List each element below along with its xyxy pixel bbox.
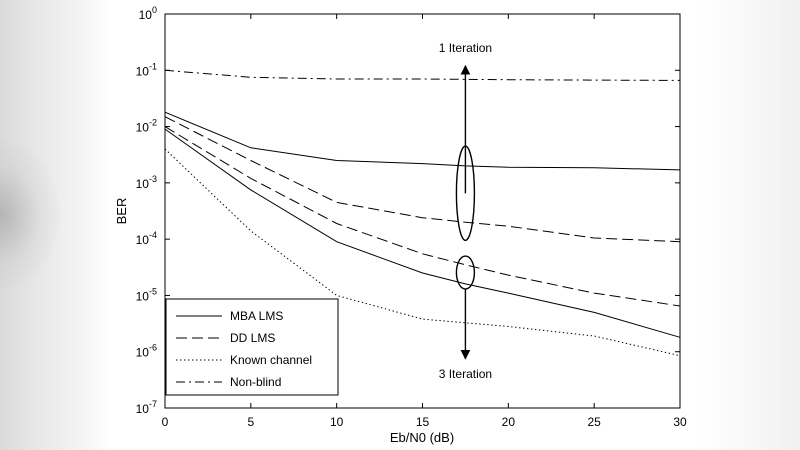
x-tick-label: 25 xyxy=(587,415,601,429)
y-tick-label: 10-3 xyxy=(136,174,157,191)
right-background-fade xyxy=(695,0,800,450)
y-tick-label: 10-4 xyxy=(136,230,157,247)
iteration-3-ellipse xyxy=(455,255,476,290)
series-line-mba-lms-iter-1 xyxy=(164,111,681,171)
series-line-dd-lms-iter-1 xyxy=(164,116,681,243)
y-tick-label: 100 xyxy=(139,5,157,22)
series-layer xyxy=(164,69,681,357)
y-tick-label: 10-7 xyxy=(136,399,157,416)
series-line-mba-lms-iter-3 xyxy=(164,128,681,338)
legend-box xyxy=(165,298,339,396)
iteration-1-ellipse xyxy=(455,145,476,242)
legend: MBA LMS DD LMS Known channel Non-blind xyxy=(165,298,339,396)
legend-label-mba-lms: MBA LMS xyxy=(230,309,283,323)
annotation-layer: 1 Iteration 3 Iteration xyxy=(439,41,492,381)
legend-label-dd-lms: DD LMS xyxy=(230,331,275,345)
x-tick-label: 15 xyxy=(416,415,430,429)
y-tick-label: 10-6 xyxy=(136,343,157,360)
annotation-text: 3 Iteration xyxy=(439,367,492,381)
y-tick-label: 10-5 xyxy=(136,286,157,303)
x-tick-label: 10 xyxy=(330,415,344,429)
legend-label-known-channel: Known channel xyxy=(230,353,312,367)
x-tick-label: 5 xyxy=(247,415,254,429)
x-axis-label: Eb/N0 (dB) xyxy=(390,430,454,445)
x-tick-label: 0 xyxy=(162,415,169,429)
legend-label-non-blind: Non-blind xyxy=(230,375,281,389)
y-tick-label: 10-1 xyxy=(136,61,157,78)
tick-layer: 0 5 10 15 20 25 30 100 10-1 10-2 10-3 10-4 10-5 10-6 1… xyxy=(136,5,687,429)
series-line-dd-lms-iter-3 xyxy=(164,126,681,307)
annotation-text: 1 Iteration xyxy=(439,41,492,55)
y-tick-label: 10-2 xyxy=(136,118,157,135)
x-tick-label: 30 xyxy=(673,415,687,429)
y-axis-label: BER xyxy=(114,198,129,225)
series-line-non-blind xyxy=(164,69,681,81)
x-tick-label: 20 xyxy=(502,415,516,429)
